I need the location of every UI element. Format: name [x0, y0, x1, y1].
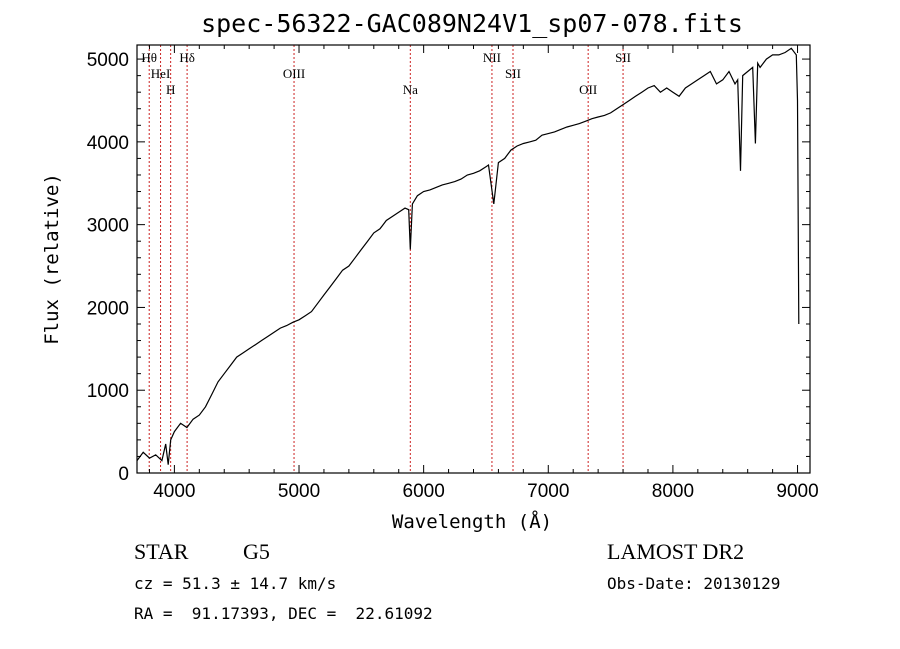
y-tick-label: 0 — [118, 464, 129, 485]
chart-title: spec-56322-GAC089N24V1_sp07-078.fits — [201, 9, 743, 38]
x-tick-label: 4000 — [153, 481, 195, 502]
line-marker-label: Hθ — [141, 50, 157, 65]
x-axis-label: Wavelength (Å) — [392, 510, 552, 533]
line-marker-label: OIII — [283, 66, 305, 81]
ra-dec: RA = 91.17393, DEC = 22.61092 — [134, 604, 433, 623]
x-tick-label: 7000 — [527, 481, 569, 502]
object-subclass: G5 — [243, 539, 270, 564]
line-marker-label: Na — [403, 82, 418, 97]
line-marker-label: Hδ — [179, 50, 195, 65]
redshift-cz: cz = 51.3 ± 14.7 km/s — [134, 574, 337, 593]
x-tick-label: 9000 — [776, 481, 818, 502]
observation-date: Obs-Date: 20130129 — [607, 574, 781, 593]
x-axis-ticks: 4000 5000 6000 7000 8000 9000 — [148, 45, 819, 502]
x-tick-label: 6000 — [403, 481, 445, 502]
line-marker-label: SII — [615, 50, 631, 65]
plot-frame — [136, 44, 811, 474]
x-tick-label: 8000 — [652, 481, 694, 502]
y-axis-label: Flux (relative) — [41, 173, 63, 345]
line-marker-label: HeI — [151, 66, 171, 81]
line-marker-label: H — [166, 82, 175, 97]
survey-name: LAMOST DR2 — [607, 539, 745, 564]
y-tick-label: 3000 — [87, 216, 129, 237]
x-tick-label: 5000 — [278, 481, 320, 502]
spectrum-line — [136, 47, 800, 465]
line-marker-label: OII — [579, 82, 597, 97]
object-class: STAR — [134, 539, 189, 564]
line-marker-label: SII — [505, 66, 521, 81]
y-tick-label: 5000 — [87, 50, 129, 71]
y-axis-ticks: 0 1000 2000 3000 4000 5000 — [87, 50, 810, 485]
y-tick-label: 4000 — [87, 133, 129, 154]
y-tick-label: 2000 — [87, 298, 129, 319]
line-marker-label: NII — [483, 50, 501, 65]
y-tick-label: 1000 — [87, 381, 129, 402]
